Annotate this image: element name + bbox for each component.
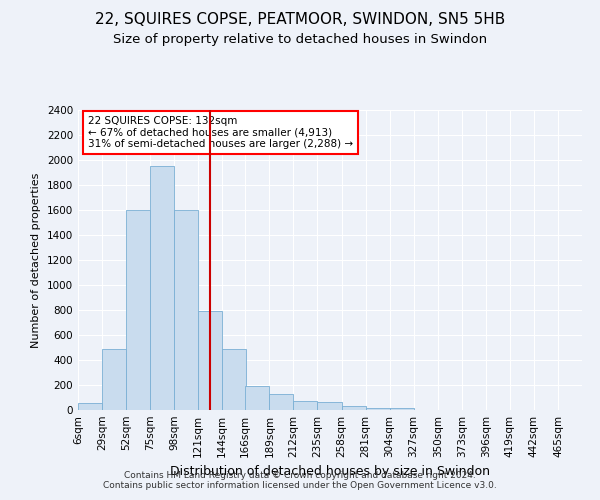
Bar (222, 349, 247, 410)
Bar (126, 210, 150, 410)
Bar (102, 349, 126, 410)
Y-axis label: Number of detached properties: Number of detached properties (31, 172, 41, 348)
X-axis label: Distribution of detached houses by size in Swindon: Distribution of detached houses by size … (170, 466, 490, 478)
Bar (150, 166, 174, 410)
Text: 22, SQUIRES COPSE, PEATMOOR, SWINDON, SN5 5HB: 22, SQUIRES COPSE, PEATMOOR, SWINDON, SN… (95, 12, 505, 28)
Bar (389, 408, 413, 410)
Bar (365, 408, 389, 410)
Text: Size of property relative to detached houses in Swindon: Size of property relative to detached ho… (113, 32, 487, 46)
Bar (198, 311, 222, 410)
Bar (293, 401, 317, 410)
Bar (341, 406, 365, 410)
Bar (269, 394, 293, 410)
Bar (245, 386, 269, 410)
Bar (78, 403, 102, 410)
Text: Contains HM Land Registry data © Crown copyright and database right 2024.
Contai: Contains HM Land Registry data © Crown c… (103, 470, 497, 490)
Bar (317, 402, 341, 410)
Bar (174, 210, 198, 410)
Text: 22 SQUIRES COPSE: 132sqm
← 67% of detached houses are smaller (4,913)
31% of sem: 22 SQUIRES COPSE: 132sqm ← 67% of detach… (88, 116, 353, 149)
